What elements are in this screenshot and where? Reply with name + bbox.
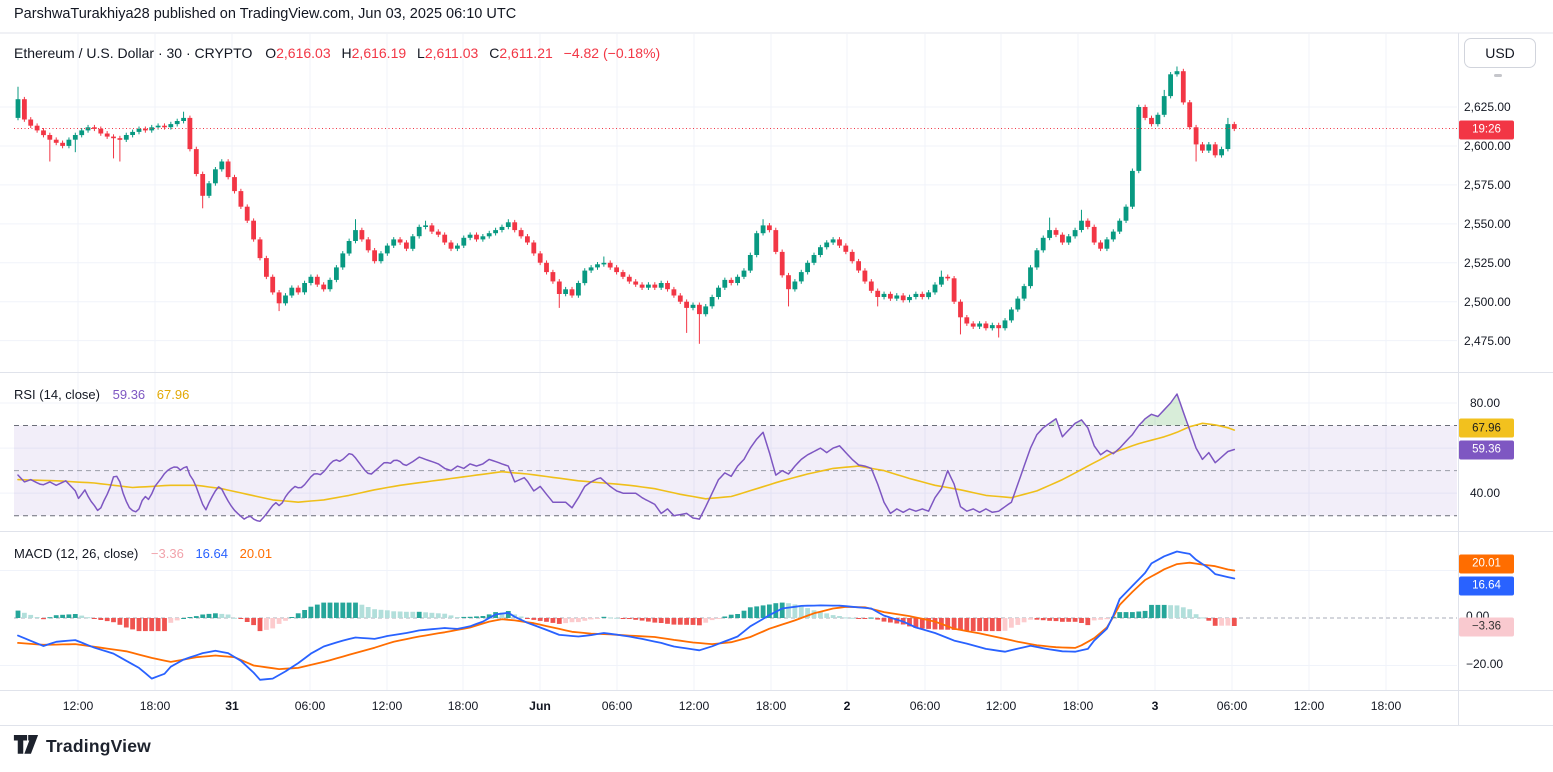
time-axis-label: 18:00 — [139, 699, 171, 713]
rsi-ma-badge: 67.96 — [1459, 418, 1514, 438]
countdown-badge: 19:26 — [1459, 120, 1514, 140]
ohlc-close-value: 2,611.21 — [499, 45, 553, 61]
ohlc-close-label: C — [489, 45, 500, 61]
macd-value-badge: 16.64 — [1459, 576, 1514, 595]
ohlc-high-value: 2,616.19 — [351, 45, 407, 61]
time-axis-label: 18:00 — [755, 699, 787, 713]
time-axis-label: 12:00 — [1293, 699, 1325, 713]
time-axis-label: 31 — [225, 699, 239, 713]
time-axis-label: 3 — [1151, 699, 1159, 713]
ohlc-low-value: 2,611.03 — [424, 45, 479, 61]
time-axis-label: 18:00 — [447, 699, 479, 713]
macd-title-row: MACD (12, 26, close) −3.36 16.64 20.01 — [14, 546, 272, 561]
tradingview-logo-text: TradingView — [46, 735, 151, 756]
time-axis-label: 2 — [843, 699, 851, 713]
rsi-value: 59.36 — [112, 387, 146, 402]
price-axis-label: 2,525.00 — [1464, 255, 1511, 270]
time-axis-label: 06:00 — [1216, 699, 1248, 713]
macd-line-value: 16.64 — [195, 546, 228, 561]
price-axis-label: 2,625.00 — [1464, 100, 1511, 114]
rsi-axis-label: 80.00 — [1470, 396, 1501, 410]
time-axis-label: 06:00 — [909, 699, 941, 713]
macd-hist-badge: −3.36 — [1459, 617, 1514, 637]
price-change: −4.82 (−0.18%) — [563, 45, 661, 61]
time-axis-label: Jun — [529, 699, 551, 713]
time-axis-label: 06:00 — [294, 699, 326, 713]
candlestick-series — [15, 66, 1237, 344]
tradingview-logo-icon — [13, 735, 39, 754]
publish-attribution: ParshwaTurakhiya28 published on TradingV… — [14, 6, 517, 22]
symbol-title-row: Ethereum / U.S. Dollar · 30 · CRYPTO O2,… — [14, 45, 660, 61]
price-axis-label: 2,500.00 — [1464, 294, 1511, 309]
price-axis-label: 2,475.00 — [1464, 333, 1511, 348]
time-axis-label: 18:00 — [1370, 699, 1402, 713]
rsi-title-row: RSI (14, close) 59.36 67.96 — [14, 387, 189, 402]
scale-handle-dash — [1494, 74, 1502, 77]
price-axis-label: 2,575.00 — [1464, 177, 1511, 192]
time-axis-label: 12:00 — [62, 699, 94, 713]
rsi-value-badge: 59.36 — [1459, 440, 1514, 460]
macd-axis-label: −20.00 — [1466, 656, 1504, 671]
macd-signal-badge: 20.01 — [1459, 554, 1514, 573]
macd-title[interactable]: MACD (12, 26, close) — [14, 546, 139, 561]
rsi-line — [17, 393, 1236, 523]
macd-histogram — [15, 602, 1237, 632]
symbol-title[interactable]: Ethereum / U.S. Dollar · 30 · CRYPTO — [14, 45, 253, 61]
ohlc-open-label: O — [265, 45, 277, 61]
ohlc-high-label: H — [341, 45, 352, 61]
price-axis-label: 2,550.00 — [1464, 216, 1511, 231]
tradingview-logo[interactable]: TradingView — [13, 735, 151, 757]
currency-toggle-button[interactable]: USD — [1464, 38, 1536, 68]
rsi-title[interactable]: RSI (14, close) — [14, 387, 100, 402]
macd-hist-value: −3.36 — [150, 546, 184, 561]
price-axis-label: 2,600.00 — [1464, 138, 1511, 153]
time-axis-label: 06:00 — [601, 699, 633, 713]
macd-line — [17, 550, 1236, 681]
rsi-ma-value: 67.96 — [156, 387, 190, 402]
ohlc-low-label: L — [417, 45, 425, 61]
time-axis-label: 18:00 — [1062, 699, 1094, 713]
time-axis-label: 12:00 — [678, 699, 710, 713]
time-axis-label: 12:00 — [371, 699, 403, 713]
ohlc-open-value: 2,616.03 — [276, 45, 331, 61]
macd-signal-value: 20.01 — [239, 546, 273, 561]
time-axis-label: 12:00 — [985, 699, 1017, 713]
rsi-axis-label: 40.00 — [1470, 486, 1501, 501]
